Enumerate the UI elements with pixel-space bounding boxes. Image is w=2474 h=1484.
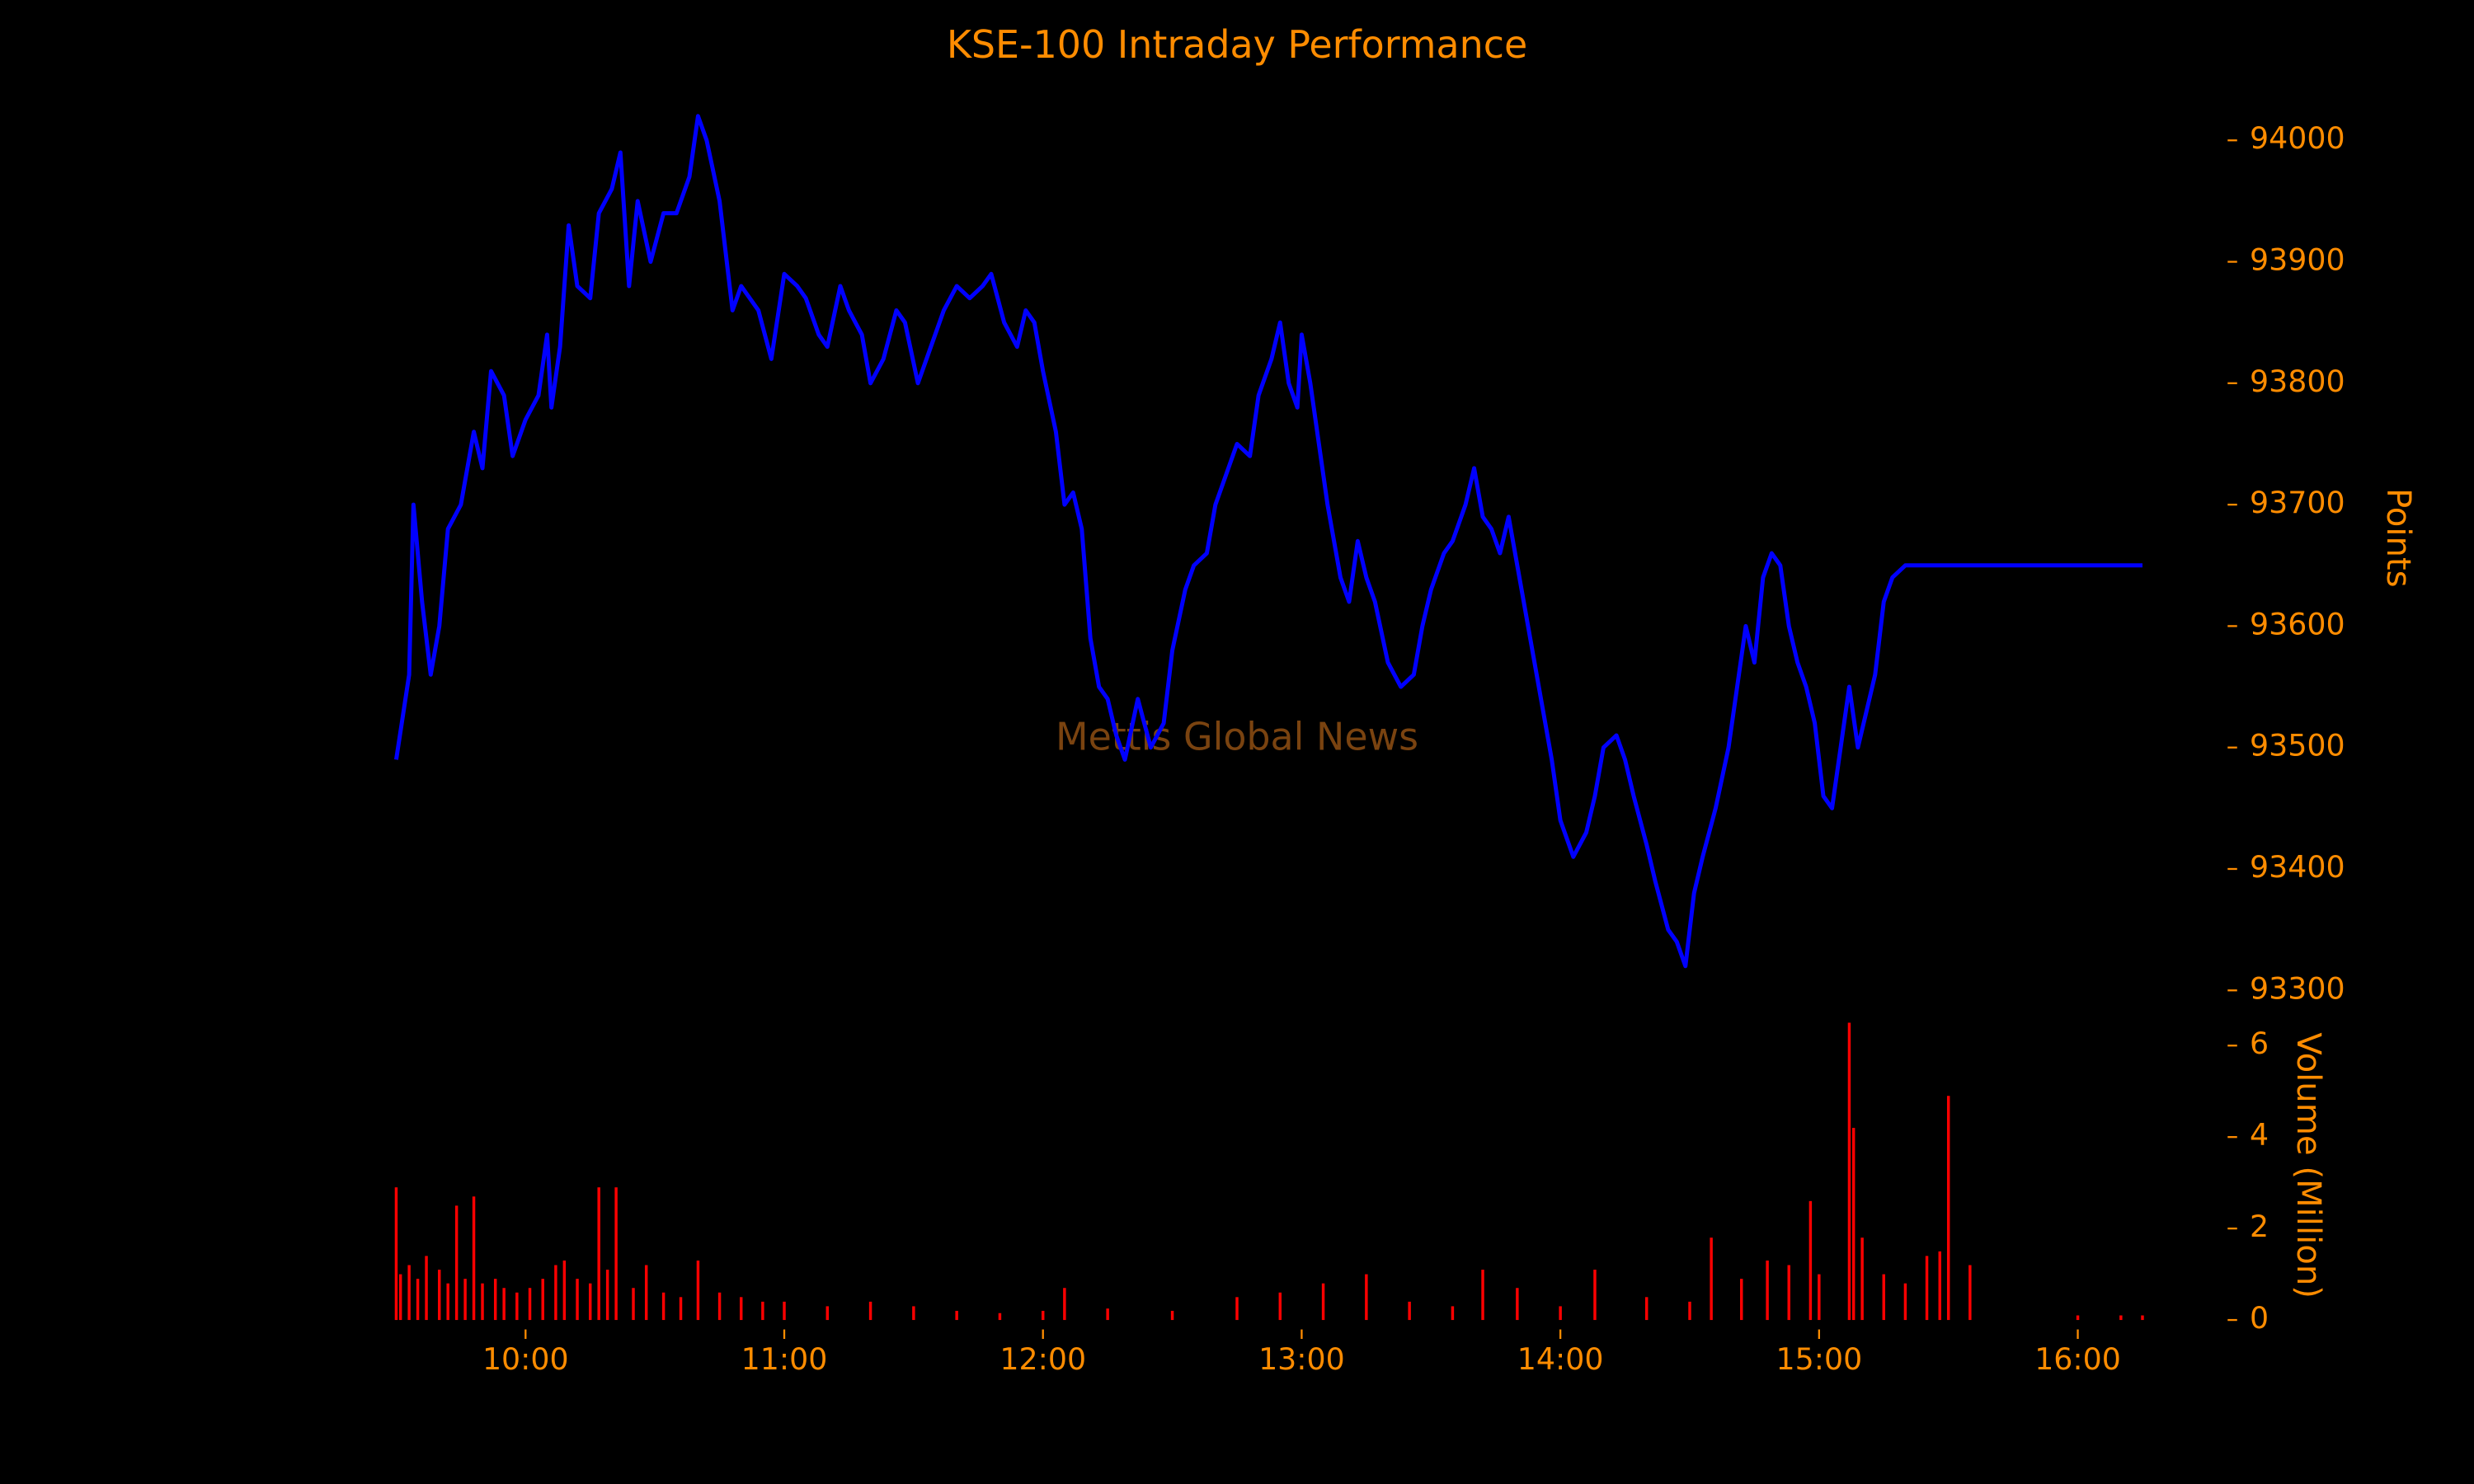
volume-bar — [1925, 1256, 1929, 1321]
volume-bar — [1740, 1279, 1743, 1321]
volume-bar — [1559, 1306, 1562, 1321]
volume-bar — [1516, 1288, 1519, 1321]
volume-bar — [644, 1265, 648, 1321]
volume-bar — [632, 1288, 635, 1321]
x-tick-label: 12:00 — [999, 1341, 1086, 1377]
volume-bar — [783, 1301, 786, 1321]
chart-title: KSE-100 Intraday Performance — [947, 22, 1527, 67]
volume-bar — [1408, 1301, 1411, 1321]
volume-bar — [1644, 1297, 1649, 1321]
y-tick-label: 93300 — [2250, 970, 2345, 1006]
volume-bar — [528, 1288, 532, 1321]
volume-bar — [472, 1196, 476, 1321]
volume-bar — [1451, 1306, 1455, 1321]
y-axis-label: Points — [2379, 488, 2417, 588]
volume-bar — [740, 1297, 743, 1321]
volume-bar — [515, 1292, 519, 1321]
volume-bar — [825, 1306, 830, 1321]
volume-bar — [955, 1310, 958, 1321]
price-line — [393, 114, 2142, 969]
volume-bar — [597, 1187, 600, 1321]
volume-bar — [1278, 1292, 1282, 1321]
volume-bar — [1235, 1297, 1239, 1321]
volume-bar — [1106, 1308, 1109, 1321]
volume-bar — [605, 1270, 609, 1321]
y2-axis-label: Volume (Million) — [2289, 1032, 2327, 1298]
volume-bar — [562, 1260, 567, 1321]
volume-bar — [554, 1265, 557, 1321]
volume-bar — [1766, 1260, 1769, 1321]
volume-bar — [502, 1288, 506, 1321]
volume-bar — [1041, 1310, 1045, 1321]
volume-bar — [1946, 1096, 1950, 1321]
volume-bar — [761, 1301, 764, 1321]
volume-bar — [1847, 1022, 1851, 1321]
watermark: Mettis Global News — [1056, 715, 1418, 759]
volume-bar — [696, 1260, 700, 1321]
x-tick-label: 15:00 — [1776, 1341, 1862, 1377]
volume-bar — [661, 1292, 666, 1321]
volume-bar — [1818, 1274, 1821, 1321]
volume-bar — [1481, 1270, 1484, 1321]
volume-bar — [1860, 1237, 1864, 1321]
x-tick-label: 10:00 — [482, 1341, 569, 1377]
y-tick-label: 93600 — [2250, 606, 2345, 641]
y-tick-label: 2 — [2250, 1209, 2269, 1244]
volume-bar — [407, 1265, 411, 1321]
volume-bar — [2119, 1315, 2123, 1321]
volume-bar — [717, 1292, 722, 1321]
volume-bar — [1710, 1237, 1713, 1321]
volume-bar — [416, 1279, 420, 1321]
volume-bar — [481, 1283, 484, 1321]
volume-bar — [493, 1279, 497, 1321]
volume-bar — [1365, 1274, 1368, 1321]
volume-bar — [425, 1256, 428, 1321]
y-tick-label: 94000 — [2250, 120, 2345, 156]
volume-bar — [1903, 1283, 1907, 1321]
volume-bar — [1808, 1200, 1813, 1321]
volume-bar — [1851, 1128, 1856, 1321]
volume-bar — [576, 1279, 579, 1321]
volume-bar — [614, 1187, 618, 1321]
volume-bar — [463, 1279, 467, 1321]
y-tick-label: 4 — [2250, 1117, 2269, 1153]
volume-bar — [1593, 1270, 1597, 1321]
volume-bar — [1938, 1251, 1941, 1321]
volume-bar — [1882, 1274, 1885, 1321]
volume-bar — [1170, 1310, 1174, 1321]
x-tick-label: 11:00 — [741, 1341, 828, 1377]
x-tick-label: 16:00 — [2034, 1341, 2121, 1377]
volume-bar — [1968, 1265, 1972, 1321]
volume-bar — [912, 1306, 915, 1321]
volume-bar — [454, 1205, 459, 1321]
volume-bar — [438, 1270, 441, 1321]
volume-bar — [679, 1297, 683, 1321]
x-tick-label: 13:00 — [1258, 1341, 1345, 1377]
volume-bar — [394, 1187, 398, 1321]
volume-bar — [1321, 1283, 1325, 1321]
y-tick-label: 93900 — [2250, 242, 2345, 278]
y-tick-label: 93400 — [2250, 849, 2345, 885]
y-tick-label: 0 — [2250, 1300, 2269, 1336]
volume-bar — [868, 1301, 872, 1321]
volume-bar — [1787, 1265, 1790, 1321]
volume-bar — [589, 1283, 592, 1321]
volume-bar — [1688, 1301, 1691, 1321]
volume-bar — [998, 1313, 1002, 1321]
volume-bar — [446, 1283, 449, 1321]
y-tick-label: 93800 — [2250, 364, 2345, 399]
y-tick-label: 93700 — [2250, 485, 2345, 520]
volume-bar — [2141, 1315, 2144, 1321]
y-tick-label: 93500 — [2250, 728, 2345, 763]
y-tick-label: 6 — [2250, 1026, 2269, 1061]
volume-bar — [398, 1274, 402, 1321]
volume-bar — [1063, 1288, 1066, 1321]
volume-bar — [2076, 1315, 2080, 1321]
x-tick-label: 14:00 — [1517, 1341, 1604, 1377]
volume-bar — [541, 1279, 544, 1321]
